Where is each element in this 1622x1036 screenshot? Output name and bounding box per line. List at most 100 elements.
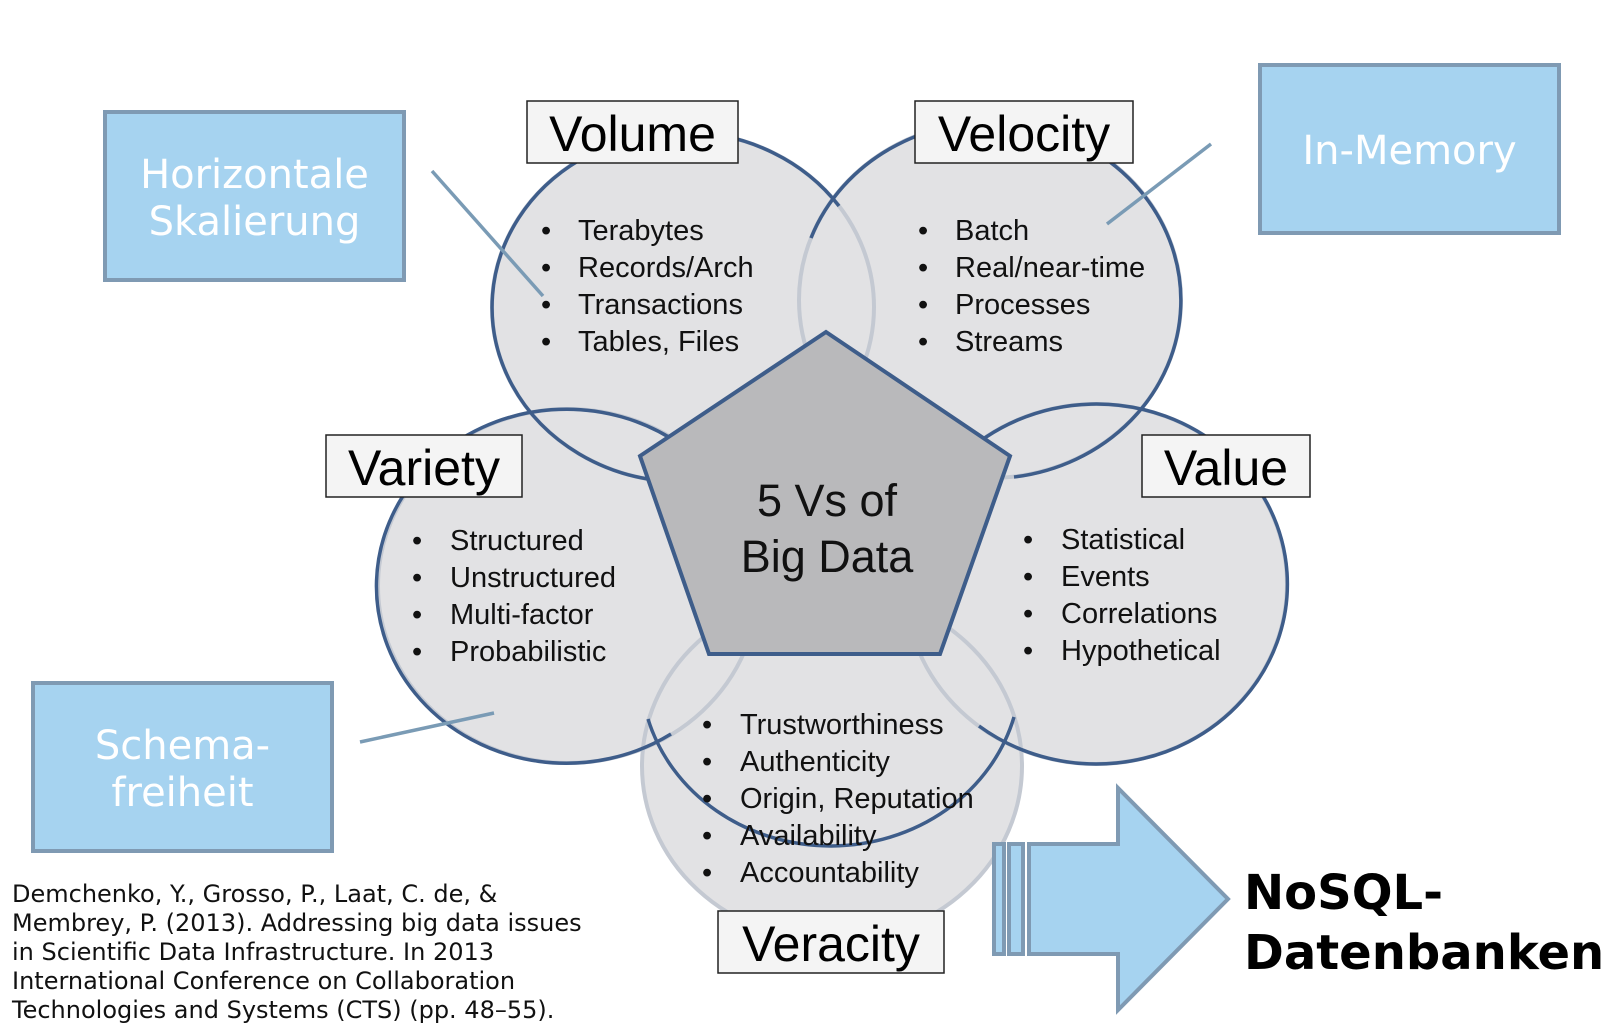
veracity-title-box: Veracity — [717, 910, 945, 974]
citation-line-5: Technologies and Systems (CTS) (pp. 48–5… — [12, 996, 555, 1024]
horizontal-scaling-callout: Horizontale Skalierung — [103, 110, 406, 282]
velocity-title: Velocity — [938, 106, 1110, 162]
value-title: Value — [1164, 440, 1288, 496]
list-item: • Batch — [918, 215, 1029, 247]
svg-text:•: • — [1023, 524, 1033, 556]
volume-item-2: Records/Arch — [578, 252, 754, 284]
value-item-4: Hypothetical — [1061, 635, 1221, 667]
velocity-item-3: Processes — [955, 289, 1090, 321]
schema-frame — [31, 681, 334, 853]
citation-line-3: in Scientific Data Infrastructure. In 20… — [12, 938, 495, 966]
velocity-item-2: Real/near-time — [955, 252, 1145, 284]
nosql-line1: NoSQL- — [1244, 865, 1443, 921]
veracity-list: • Trustworthiness • Authenticity • Origin, … — [702, 709, 974, 889]
velocity-outer-arc — [809, 120, 1183, 479]
list-item: • Authenticity — [702, 746, 890, 778]
veracity-item-5: Accountability — [740, 857, 919, 889]
velocity-item-1: Batch — [955, 215, 1029, 247]
list-item: • Multi-factor — [412, 599, 594, 631]
list-item: • Probabilistic — [412, 636, 606, 668]
variety-item-2: Unstructured — [450, 562, 616, 594]
svg-text:•: • — [918, 326, 928, 358]
volume-item-3: Transactions — [578, 289, 743, 321]
center-title-line2: Big Data — [741, 531, 915, 582]
veracity-item-2: Authenticity — [740, 746, 890, 778]
arrow-stripe-1 — [992, 842, 1006, 956]
center-title-line1: 5 Vs of — [757, 475, 898, 526]
schema-connector — [359, 711, 495, 744]
center-pentagon — [637, 329, 1013, 656]
variety-title-frame — [325, 434, 523, 498]
svg-text:•: • — [918, 215, 928, 247]
schema-callout: Schema- freiheit — [31, 681, 334, 853]
variety-title-box: Variety — [325, 434, 523, 498]
list-item: • Availability — [702, 820, 877, 852]
horizontal-connector — [430, 169, 545, 298]
citation-line-1: Demchenko, Y., Grosso, P., Laat, C. de, … — [12, 880, 498, 908]
veracity-circle — [642, 591, 1022, 941]
volume-item-4: Tables, Files — [578, 326, 739, 358]
svg-text:•: • — [1023, 598, 1033, 630]
svg-text:•: • — [1023, 635, 1033, 667]
svg-text:•: • — [541, 215, 551, 247]
velocity-title-frame — [914, 100, 1134, 164]
veracity-item-1: Trustworthiness — [740, 709, 944, 741]
svg-text:•: • — [702, 709, 712, 741]
inmemory-connector — [1105, 142, 1213, 226]
volume-title-frame — [526, 100, 739, 164]
volume-item-1: Terabytes — [578, 215, 704, 247]
right-arrow-icon — [992, 783, 1231, 1015]
list-item: • Correlations — [1023, 598, 1217, 630]
list-item: • Records/Arch — [541, 252, 754, 284]
list-item: • Origin, Reputation — [702, 783, 974, 815]
value-item-2: Events — [1061, 561, 1150, 593]
veracity-outer-arc — [646, 716, 1016, 848]
variety-title: Variety — [348, 440, 500, 496]
svg-text:•: • — [918, 289, 928, 321]
value-list: • Statistical • Events • Correlations • Hypo… — [1023, 524, 1221, 667]
variety-list: • Structured • Unstructured • Multi-factor … — [412, 525, 616, 668]
svg-text:•: • — [918, 252, 928, 284]
nosql-line2: Datenbanken — [1244, 925, 1604, 981]
svg-text:•: • — [702, 857, 712, 889]
citation: Demchenko, Y., Grosso, P., Laat, C. de, … — [12, 880, 652, 1025]
list-item: • Hypothetical — [1023, 635, 1221, 667]
variety-item-1: Structured — [450, 525, 584, 557]
list-item: • Processes — [918, 289, 1090, 321]
value-outer-arc — [958, 402, 1290, 766]
value-title-frame — [1141, 434, 1311, 498]
svg-text:•: • — [412, 599, 422, 631]
list-item: • Trustworthiness — [702, 709, 944, 741]
veracity-title-frame — [717, 910, 945, 974]
circle-outer-arcs — [374, 120, 1290, 848]
veracity-item-4: Availability — [740, 820, 877, 852]
list-item: • Accountability — [702, 857, 919, 889]
list-item: • Streams — [918, 326, 1063, 358]
variety-outer-arc — [374, 407, 683, 765]
variety-item-3: Multi-factor — [450, 599, 594, 631]
volume-outer-arc — [490, 130, 841, 483]
list-item: • Terabytes — [541, 215, 704, 247]
schema-line1: Schema- — [95, 723, 270, 769]
citation-line-4: International Conference on Collaboratio… — [12, 967, 516, 995]
value-item-3: Correlations — [1061, 598, 1217, 630]
horizontal-scaling-line1: Horizontale — [140, 152, 369, 198]
svg-text:•: • — [702, 746, 712, 778]
list-item: • Tables, Files — [541, 326, 739, 358]
veracity-item-3: Origin, Reputation — [740, 783, 974, 815]
list-item: • Unstructured — [412, 562, 616, 594]
velocity-title-box: Velocity — [914, 100, 1134, 164]
connector-lines — [359, 142, 1213, 744]
svg-text:•: • — [541, 289, 551, 321]
list-item: • Statistical — [1023, 524, 1185, 556]
svg-text:•: • — [702, 783, 712, 815]
svg-text:•: • — [702, 820, 712, 852]
citation-line-2: Membrey, P. (2013). Addressing big data … — [12, 909, 582, 937]
variety-item-4: Probabilistic — [450, 636, 606, 668]
volume-title-box: Volume — [526, 100, 739, 164]
list-item: • Real/near-time — [918, 252, 1145, 284]
svg-text:•: • — [412, 636, 422, 668]
value-title-box: Value — [1141, 434, 1311, 498]
arrow-body — [1027, 783, 1231, 1015]
